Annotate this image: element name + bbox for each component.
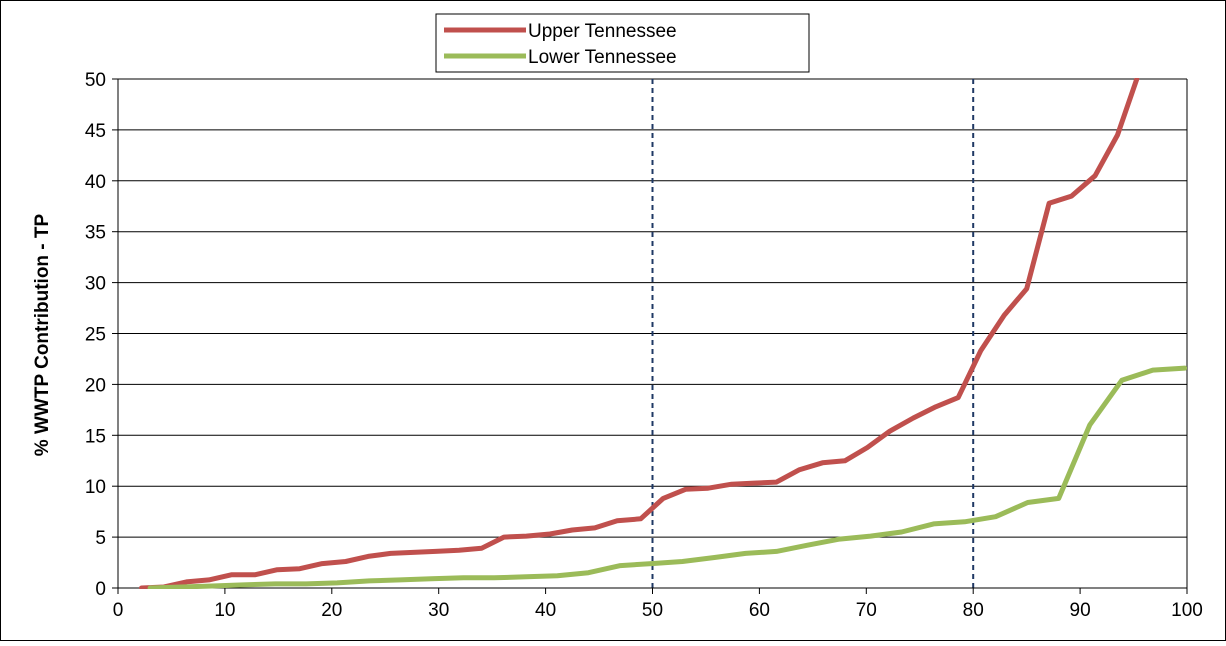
x-tick-label: 30 (428, 600, 449, 621)
series-line-1 (139, 78, 1140, 589)
legend-box (435, 13, 810, 73)
y-tick-label: 30 (85, 274, 106, 295)
x-tick-label: 60 (749, 600, 770, 621)
x-tick-label: 50 (642, 600, 663, 621)
y-tick-label: 10 (85, 477, 106, 498)
x-tick-label: 70 (856, 600, 877, 621)
x-tick-label: 40 (535, 600, 556, 621)
x-tick-label: 80 (963, 600, 984, 621)
y-tick-label: 35 (85, 223, 106, 244)
y-tick-label: 20 (85, 375, 106, 396)
x-tick-label: 90 (1070, 600, 1091, 621)
y-tick-label: 25 (85, 325, 106, 346)
legend-label: Lower Tennessee (528, 47, 677, 68)
x-tick-label: 100 (1171, 600, 1203, 621)
x-tick-label: 10 (214, 600, 235, 621)
y-tick-label: 5 (95, 528, 106, 549)
x-tick-label: 20 (321, 600, 342, 621)
legend-label: Upper Tennessee (528, 21, 677, 42)
y-tick-label: 15 (85, 426, 106, 447)
y-tick-label: 50 (85, 70, 106, 91)
y-tick-label: 0 (95, 579, 106, 600)
x-tick-label: 0 (113, 600, 124, 621)
y-axis-title: % WWTP Contribution - TP (32, 213, 53, 456)
y-tick-label: 45 (85, 121, 106, 142)
y-tick-label: 40 (85, 172, 106, 193)
series-line-2 (147, 365, 1187, 589)
